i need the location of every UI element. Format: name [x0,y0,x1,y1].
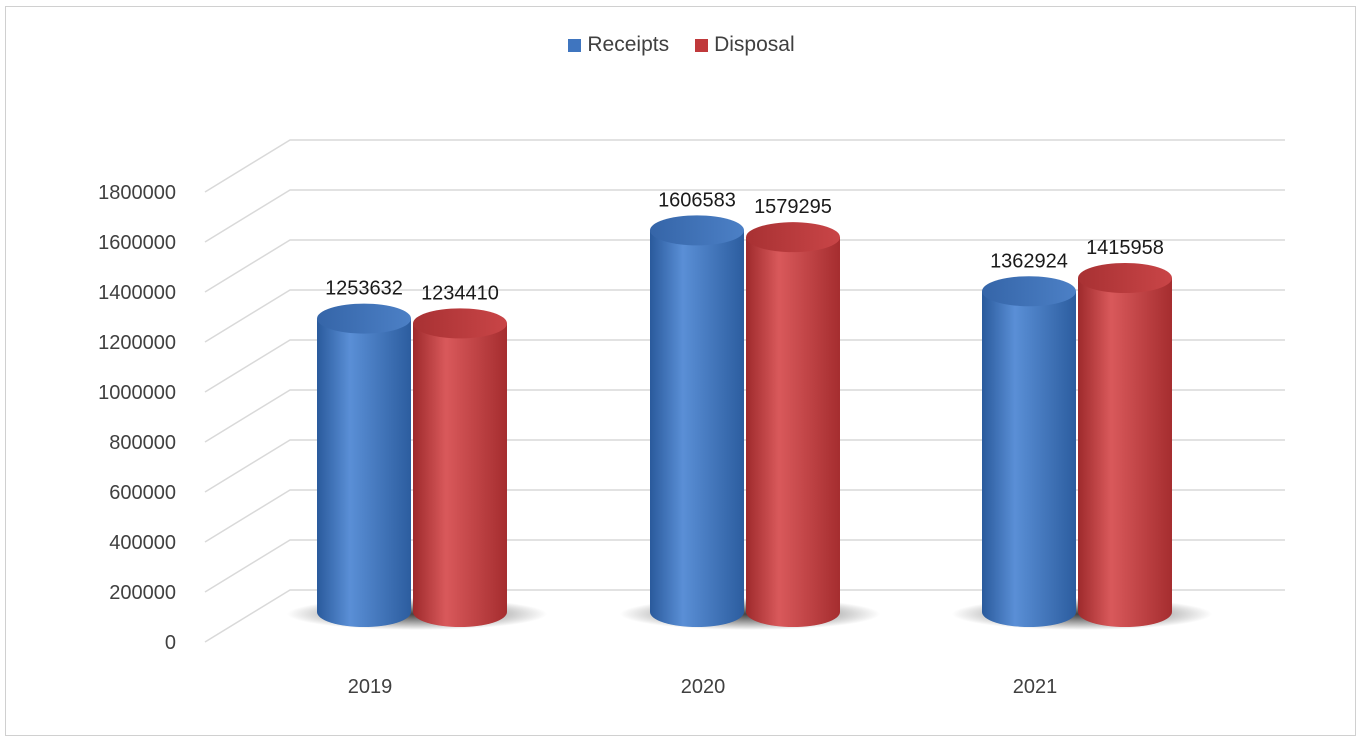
gridline [204,489,1285,543]
y-tick-label: 1200000 [98,332,176,354]
legend-label-disposal: Disposal [714,33,795,56]
legend-item-receipts: Receipts [568,33,669,57]
bar-body [1078,278,1172,627]
bar-top [317,303,411,334]
gridline [204,139,1285,193]
legend-item-disposal: Disposal [695,33,795,57]
bar-top [650,215,744,246]
gridline [204,189,1285,243]
bar-top [1078,263,1172,294]
y-tick-label: 0 [165,632,176,654]
y-tick-label: 1400000 [98,282,176,304]
gridline [204,539,1285,593]
gridline [204,589,1285,643]
bar-disposal [1078,263,1172,627]
bar-receipts [982,276,1076,627]
x-tick-label: 2021 [1013,676,1058,698]
gridline [204,389,1285,443]
data-label: 1415958 [1086,237,1164,259]
bar-disposal [746,222,840,627]
y-tick-label: 400000 [109,532,176,554]
bar-body [413,323,507,627]
bar-body [746,237,840,627]
data-label: 1362924 [990,250,1068,272]
chart-legend: Receipts Disposal [0,33,1363,57]
gridlines [204,139,1285,643]
x-tick-label: 2020 [681,676,726,698]
x-tick-label: 2019 [348,676,393,698]
gridline [204,239,1285,293]
value-labels: 1253632 1234410 1606583 1579295 1362924 14159… [325,189,1164,304]
bar-disposal [413,308,507,627]
bar-body [650,230,744,627]
gridline [204,339,1285,393]
y-tick-label: 1600000 [98,232,176,254]
gridline [204,289,1285,343]
bar-receipts [650,215,744,627]
x-axis-ticks: 2019 2020 2021 [348,676,1058,698]
data-label: 1253632 [325,278,403,300]
bar-body [982,291,1076,627]
legend-swatch-disposal [695,38,709,52]
legend-label-receipts: Receipts [587,33,670,56]
bar-top [746,222,840,253]
y-tick-label: 200000 [109,582,176,604]
bar-top [982,276,1076,307]
bars [317,215,1172,627]
y-tick-label: 600000 [109,482,176,504]
gridline [204,439,1285,493]
data-label: 1579295 [754,196,832,218]
data-label: 1606583 [658,189,736,211]
bar-receipts [317,303,411,627]
legend-swatch-receipts [568,38,582,52]
data-label: 1234410 [421,282,499,304]
bar-top [413,308,507,339]
y-tick-label: 1000000 [98,382,176,404]
bar-body [317,318,411,627]
y-tick-label: 800000 [109,432,176,454]
y-axis-ticks: 0 200000 400000 600000 800000 1000000 1200000 1… [98,182,176,654]
y-tick-label: 1800000 [98,182,176,204]
